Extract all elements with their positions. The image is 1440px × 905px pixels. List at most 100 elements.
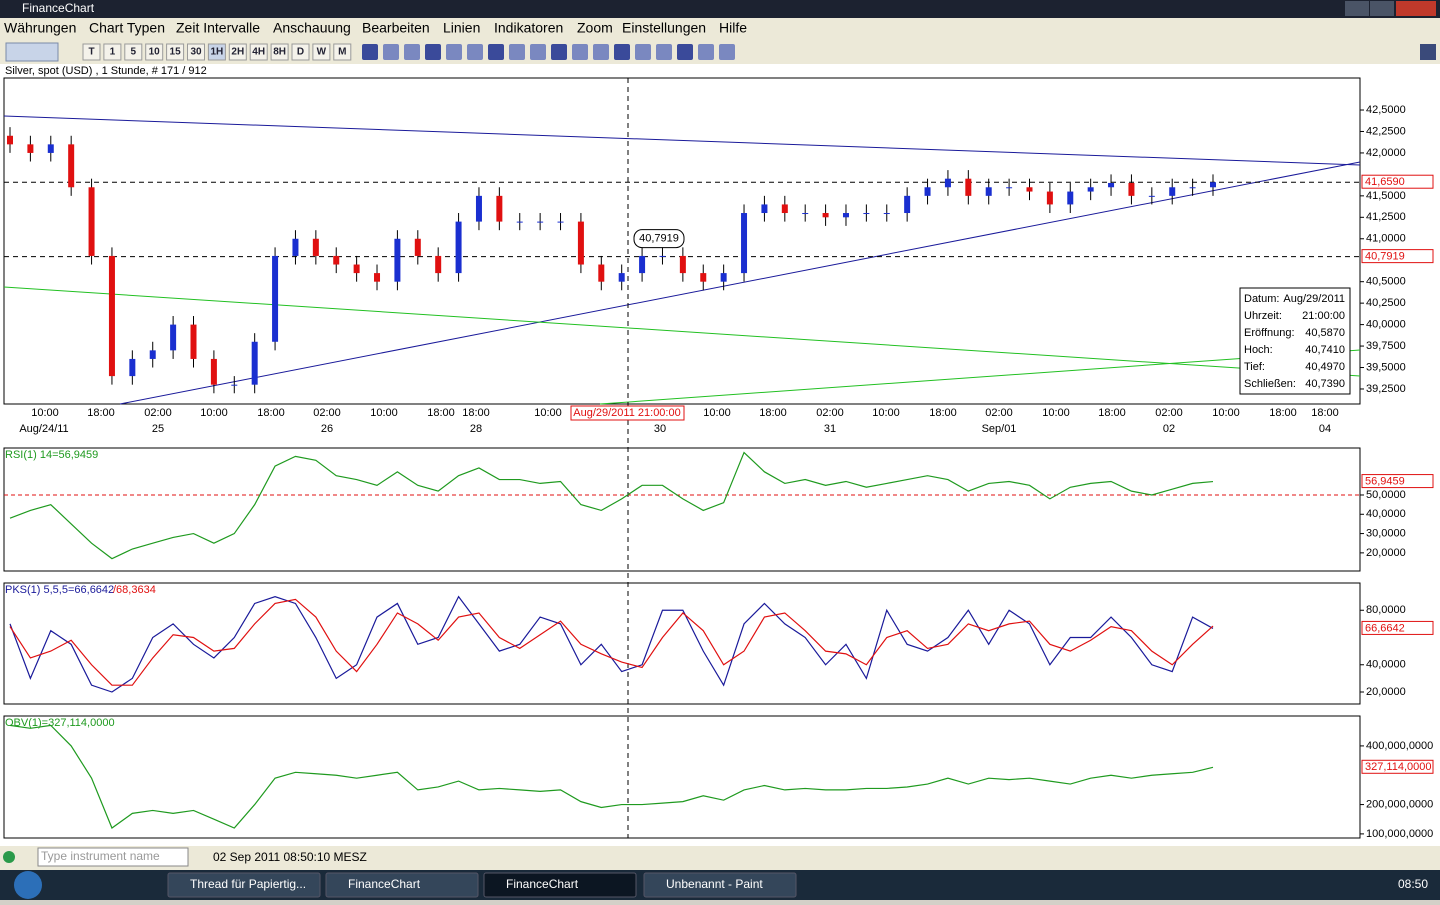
timeframe-button[interactable]: [166, 43, 185, 61]
candle-body: [7, 135, 13, 145]
tool-button[interactable]: [383, 44, 399, 60]
timeframe-button[interactable]: [187, 43, 205, 61]
candle-body: [557, 221, 564, 223]
tool-button[interactable]: [614, 44, 630, 60]
timeframe-button[interactable]: [145, 43, 164, 61]
tool-button[interactable]: [425, 44, 441, 60]
menu-item[interactable]: Anschauung: [273, 20, 351, 36]
y-tick-label: 41,2500: [1366, 211, 1406, 223]
candle-body: [27, 144, 34, 153]
candle-body: [414, 238, 421, 256]
tool-button[interactable]: [593, 44, 609, 60]
y-tick-label: 41,0000: [1366, 233, 1406, 245]
candle-body: [210, 358, 217, 385]
menu-item[interactable]: Bearbeiten: [362, 20, 430, 36]
x-tick-label: 18:00: [759, 407, 787, 419]
cursor-value-box: [1361, 249, 1434, 264]
candle-body: [659, 255, 666, 257]
status-bar: [0, 846, 1440, 870]
candle-body: [985, 187, 992, 196]
candle-body: [108, 255, 115, 377]
tool-button[interactable]: [698, 44, 714, 60]
menu-item[interactable]: Hilfe: [719, 20, 747, 36]
tool-button[interactable]: [1420, 44, 1436, 60]
taskbar-item[interactable]: [325, 872, 479, 898]
tool-button[interactable]: [446, 44, 462, 60]
menu-item[interactable]: Zeit Intervalle: [176, 20, 260, 36]
tooltip-value: Aug/29/2011: [1283, 293, 1345, 305]
x-date-label: 31: [824, 423, 836, 435]
tool-button[interactable]: [488, 44, 504, 60]
rsi-panel: [3, 447, 1361, 572]
last-value-box: [1361, 174, 1434, 189]
menu-item[interactable]: Linien: [443, 20, 480, 36]
timeframe-button[interactable]: [291, 43, 310, 61]
y-tick-label: 40,5000: [1366, 276, 1406, 288]
candle-body: [374, 273, 381, 282]
instrument-search[interactable]: [37, 847, 189, 867]
taskbar-item[interactable]: [483, 872, 637, 898]
tool-button[interactable]: [5, 42, 59, 62]
candle-body: [761, 204, 768, 214]
x-date-label: 25: [152, 423, 164, 435]
x-tick-label: 10:00: [534, 407, 562, 419]
menu-item[interactable]: Indikatoren: [494, 20, 563, 36]
candle-body: [455, 221, 462, 274]
indicator-line: [9, 724, 1214, 829]
tool-button[interactable]: [362, 44, 378, 60]
candle-body: [394, 238, 401, 282]
tool-button[interactable]: [677, 44, 693, 60]
tool-button[interactable]: [656, 44, 672, 60]
timeframe-button[interactable]: [124, 43, 143, 61]
tool-button[interactable]: [404, 44, 420, 60]
timeframe-button[interactable]: [249, 43, 268, 61]
timeframe-label: M: [338, 47, 346, 58]
tool-button[interactable]: [467, 44, 483, 60]
timeframe-label: D: [297, 47, 304, 58]
candle-body: [822, 213, 829, 218]
candle-body: [68, 144, 75, 188]
y-tick-label: 400,000,0000: [1366, 740, 1433, 752]
candle-body: [312, 238, 319, 256]
taskbar-item[interactable]: [167, 872, 321, 898]
start-button[interactable]: [14, 871, 42, 899]
timeframe-button[interactable]: [82, 43, 101, 61]
timeframe-label: 10: [149, 47, 161, 58]
tool-button[interactable]: [551, 44, 567, 60]
candle-body: [598, 264, 605, 282]
taskbar-item[interactable]: [643, 872, 797, 898]
tool-button[interactable]: [635, 44, 651, 60]
tooltip-key: Tief:: [1244, 361, 1265, 373]
menu-item[interactable]: Währungen: [4, 20, 76, 36]
tooltip-value: 40,4970: [1305, 361, 1345, 373]
tool-button[interactable]: [572, 44, 588, 60]
tooltip-value: 40,7390: [1305, 378, 1345, 390]
trendline: [3, 286, 1361, 377]
timeframe-button[interactable]: [312, 43, 331, 61]
panel-title: OBV(1)=327,114,0000: [5, 717, 115, 729]
candle-body: [1067, 191, 1074, 205]
tool-button[interactable]: [509, 44, 525, 60]
menu-item[interactable]: Zoom: [577, 20, 613, 36]
timeframe-button[interactable]: [333, 43, 352, 61]
tool-button[interactable]: [719, 44, 735, 60]
timeframe-button[interactable]: [207, 43, 226, 61]
close-button[interactable]: [1396, 1, 1436, 16]
tooltip-value: 21:00:00: [1302, 310, 1345, 322]
timeframe-button[interactable]: [103, 43, 122, 61]
last-value-label: 41,6590: [1365, 176, 1405, 188]
cursor-time-label: Aug/29/2011 21:00:00: [573, 407, 680, 419]
timeframe-label: 1: [110, 47, 116, 58]
minimize-button[interactable]: [1345, 1, 1369, 16]
timeframe-button[interactable]: [270, 43, 289, 61]
y-tick-label: 30,0000: [1366, 527, 1406, 539]
y-tick-label: 80,0000: [1366, 604, 1406, 616]
menu-item[interactable]: Einstellungen: [622, 20, 706, 36]
candle-body: [700, 273, 707, 282]
tool-button[interactable]: [530, 44, 546, 60]
candle-body: [741, 213, 748, 274]
panel-title: RSI(1) 14=56,9459: [5, 449, 98, 461]
timeframe-button[interactable]: [228, 43, 247, 61]
menu-item[interactable]: Chart Typen: [89, 20, 165, 36]
maximize-button[interactable]: [1370, 1, 1394, 16]
